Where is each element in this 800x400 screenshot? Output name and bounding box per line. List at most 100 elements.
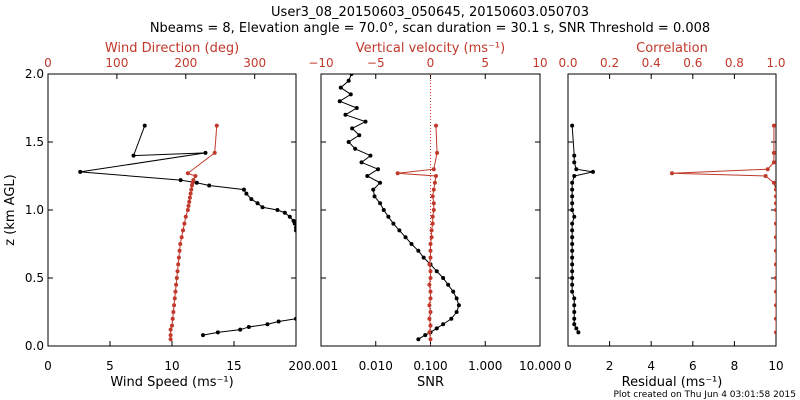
data-point — [212, 150, 217, 155]
data-point — [391, 221, 396, 226]
data-point — [346, 78, 351, 83]
data-point — [428, 255, 433, 260]
data-point — [441, 322, 446, 327]
data-point — [432, 180, 437, 185]
top-tick-label: −5 — [367, 56, 385, 70]
data-point — [572, 322, 577, 327]
data-point — [186, 203, 191, 208]
data-point — [346, 140, 351, 144]
data-point — [397, 228, 402, 233]
data-point — [416, 337, 421, 342]
top-axis-label: Vertical velocity (ms⁻¹) — [356, 41, 505, 56]
data-point — [441, 276, 446, 280]
data-point — [244, 191, 249, 196]
top-tick-label: 5 — [481, 56, 489, 70]
data-point — [572, 153, 577, 158]
data-point — [570, 208, 575, 212]
data-point — [570, 228, 575, 233]
data-point — [378, 201, 383, 206]
y-tick-label: 0.0 — [25, 339, 44, 353]
data-point — [174, 282, 179, 287]
x-tick-label: 0 — [44, 359, 52, 373]
data-point — [428, 337, 433, 342]
data-point — [765, 167, 770, 172]
series-line — [80, 125, 296, 231]
data-point — [178, 178, 183, 183]
data-point — [175, 269, 180, 274]
data-point — [294, 228, 296, 233]
top-tick-label: 1.0 — [766, 56, 785, 70]
data-point — [570, 221, 575, 226]
data-point — [193, 174, 198, 178]
data-point — [178, 242, 183, 246]
data-point — [183, 214, 188, 219]
data-point — [201, 333, 205, 338]
data-point — [275, 208, 280, 212]
data-point — [774, 262, 776, 267]
data-point — [570, 180, 575, 185]
data-point — [427, 330, 432, 335]
data-point — [570, 123, 575, 128]
data-point — [423, 333, 428, 338]
x-tick-label: 20 — [288, 359, 303, 373]
data-point — [294, 316, 296, 321]
data-point — [774, 208, 776, 212]
top-tick-label: 0.6 — [683, 56, 702, 70]
series-line — [671, 125, 776, 333]
data-point — [446, 282, 451, 287]
data-point — [292, 221, 296, 226]
series-line — [397, 125, 438, 340]
data-point — [189, 187, 194, 192]
top-tick-label: 0.4 — [642, 56, 661, 70]
data-point — [428, 323, 433, 328]
data-point — [188, 191, 193, 196]
top-tick-label: −10 — [308, 56, 333, 70]
data-point — [173, 289, 178, 294]
data-point — [431, 167, 436, 172]
top-axis-label: Wind Direction (deg) — [105, 41, 239, 56]
data-point — [168, 333, 173, 338]
data-point — [774, 194, 776, 199]
data-point — [365, 174, 370, 178]
data-point — [338, 85, 343, 90]
data-point — [185, 208, 190, 212]
data-point — [179, 235, 184, 240]
data-point — [378, 180, 383, 185]
data-point — [572, 310, 577, 314]
series-line — [170, 125, 218, 340]
data-point — [774, 316, 776, 321]
data-point — [78, 169, 83, 174]
x-tick-label: 5 — [106, 359, 114, 373]
data-point — [171, 310, 176, 314]
data-point — [570, 255, 575, 260]
data-point — [428, 248, 433, 253]
top-tick-label: 0.2 — [600, 56, 619, 70]
x-tick-label: 0.001 — [304, 359, 338, 373]
data-point — [428, 310, 433, 314]
x-tick-label: 0.100 — [413, 359, 447, 373]
x-tick-label: 2 — [606, 359, 614, 373]
data-point — [255, 201, 260, 206]
data-point — [430, 194, 435, 199]
data-point — [774, 187, 776, 192]
top-tick-label: 100 — [105, 56, 128, 70]
data-point — [774, 221, 776, 226]
data-point — [572, 316, 577, 321]
data-point — [376, 167, 381, 172]
data-point — [430, 221, 435, 226]
x-tick-label: 10 — [164, 359, 179, 373]
data-point — [570, 282, 575, 287]
data-point — [449, 316, 454, 321]
data-point — [428, 269, 433, 274]
data-point — [246, 324, 251, 329]
data-point — [570, 269, 575, 274]
x-axis-label: Wind Speed (ms⁻¹) — [110, 375, 233, 390]
x-tick-label: 1.000 — [468, 359, 502, 373]
data-point — [576, 330, 581, 335]
data-point — [451, 289, 456, 294]
data-point — [249, 197, 254, 202]
data-point — [427, 303, 432, 308]
y-tick-label: 0.5 — [25, 271, 44, 285]
top-axis-label: Correlation — [636, 41, 708, 56]
data-point — [427, 316, 432, 321]
